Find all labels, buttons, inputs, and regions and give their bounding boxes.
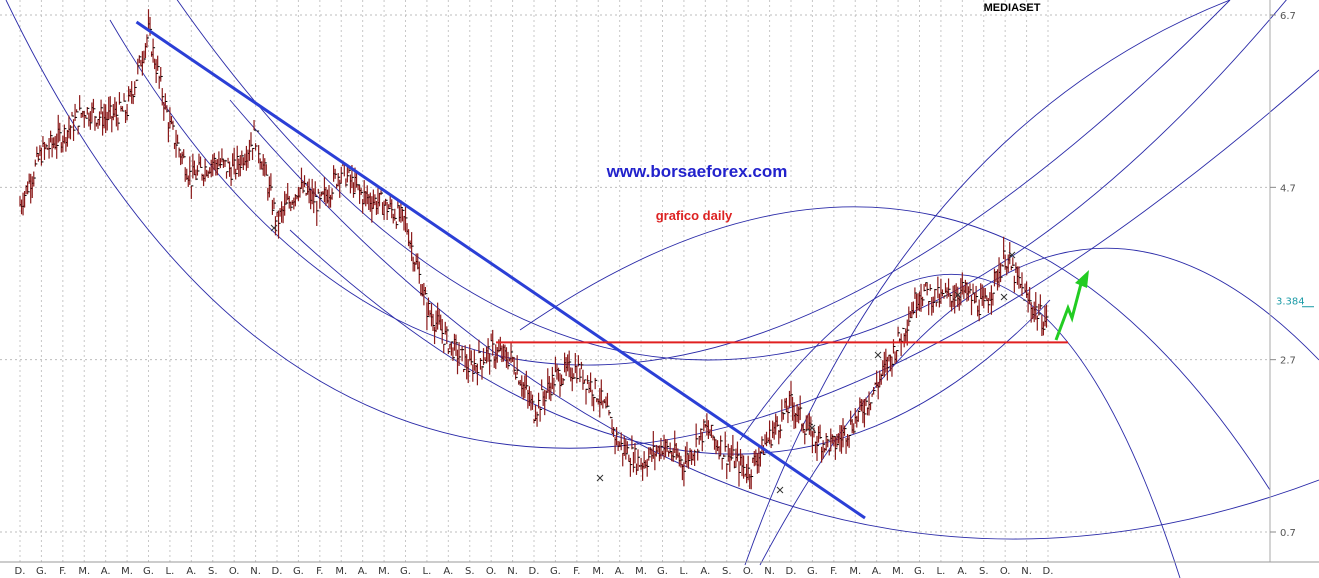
x-tick-label: M.: [892, 566, 904, 577]
x-tick-label: M.: [592, 566, 604, 577]
x-tick-label: N.: [764, 566, 775, 577]
x-tick-label: A.: [872, 566, 882, 577]
x-tick-label: S.: [208, 566, 218, 577]
cross-marker: [808, 424, 816, 432]
x-tick-label: N.: [1021, 566, 1032, 577]
x-tick-label: G.: [657, 566, 668, 577]
cross-marker: [776, 486, 784, 494]
x-tick-label: A.: [358, 566, 368, 577]
arcs: [5, 0, 1319, 578]
x-tick-label: A.: [957, 566, 967, 577]
x-tick-label: N.: [507, 566, 518, 577]
x-tick-label: A.: [101, 566, 111, 577]
x-tick-label: M.: [378, 566, 390, 577]
site-annotation: www.borsaeforex.com: [606, 162, 788, 181]
regression-arc: [229, 99, 1319, 540]
y-tick-label: 6.7: [1280, 11, 1296, 22]
x-tick-label: S.: [722, 566, 732, 577]
x-tick-label: L.: [937, 566, 946, 577]
x-tick-label: M.: [121, 566, 133, 577]
x-tick-label: M.: [335, 566, 347, 577]
x-tick-label: G.: [550, 566, 561, 577]
y-tick-label: 4.7: [1280, 183, 1296, 194]
x-tick-label: S.: [979, 566, 989, 577]
cross-marker: [270, 224, 278, 232]
x-tick-label: A.: [443, 566, 453, 577]
regression-arc: [109, 0, 1231, 366]
x-tick-label: F.: [59, 566, 66, 577]
downtrend-line: [135, 20, 866, 520]
x-tick-label: A.: [615, 566, 625, 577]
x-markers: [270, 224, 1016, 494]
x-tick-label: F.: [830, 566, 837, 577]
x-tick-label: D.: [272, 566, 283, 577]
forecast-arrow: [1054, 279, 1084, 341]
x-tick-label: S.: [465, 566, 475, 577]
x-tick-label: A.: [186, 566, 196, 577]
regression-arc: [176, 0, 1287, 361]
trend-lines: [135, 20, 1089, 520]
cross-marker: [874, 351, 882, 359]
chart-title: MEDIASET: [984, 2, 1041, 14]
y-tick-label: 2.7: [1280, 356, 1296, 367]
x-tick-label: M.: [78, 566, 90, 577]
x-tick-label: O.: [1000, 566, 1011, 577]
x-tick-label: N.: [250, 566, 261, 577]
regression-arc: [5, 0, 1319, 449]
x-tick-label: G.: [293, 566, 304, 577]
x-tick-label: O.: [229, 566, 240, 577]
cross-marker: [954, 291, 962, 299]
y-axis: 6.7 4.7 2.7 0.7 3.384: [1269, 0, 1314, 562]
y-tick-label: 0.7: [1280, 528, 1296, 539]
cross-marker: [1000, 293, 1008, 301]
x-tick-label: D.: [529, 566, 540, 577]
forecast-arrowhead: [1075, 270, 1089, 288]
x-axis: D. G. F. M. A. M. G. L. A. S. O. N. D. G. F. M. A. M. G. L.…: [15, 566, 1054, 577]
x-tick-label: G.: [36, 566, 47, 577]
cross-marker: [1008, 251, 1016, 259]
x-tick-label: G.: [914, 566, 925, 577]
x-tick-label: A.: [700, 566, 710, 577]
x-tick-label: G.: [400, 566, 411, 577]
x-tick-label: O.: [743, 566, 754, 577]
x-tick-label: G.: [143, 566, 154, 577]
x-tick-label: M.: [635, 566, 647, 577]
x-tick-label: D.: [15, 566, 26, 577]
regression-arc: [289, 229, 1051, 455]
x-tick-label: O.: [486, 566, 497, 577]
x-tick-label: G.: [807, 566, 818, 577]
x-tick-label: D.: [786, 566, 797, 577]
x-tick-label: D.: [1043, 566, 1054, 577]
x-tick-label: L.: [680, 566, 689, 577]
last-price-label: 3.384: [1276, 297, 1305, 308]
regression-arc: [519, 206, 1271, 491]
cross-marker: [596, 474, 604, 482]
x-tick-label: F.: [316, 566, 323, 577]
x-tick-label: L.: [423, 566, 432, 577]
daily-annotation: grafico daily: [656, 208, 733, 223]
regression-arc: [739, 273, 1181, 578]
regression-arc: [744, 0, 1231, 566]
x-tick-label: M.: [849, 566, 861, 577]
x-tick-label: L.: [166, 566, 175, 577]
x-tick-label: F.: [573, 566, 580, 577]
